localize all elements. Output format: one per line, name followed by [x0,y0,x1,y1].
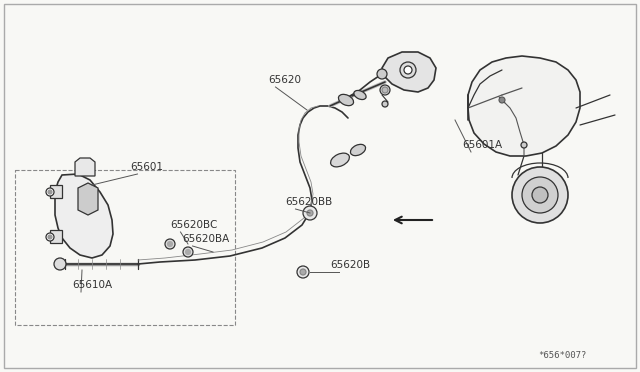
Circle shape [499,97,505,103]
Circle shape [54,258,66,270]
Ellipse shape [339,94,353,106]
Polygon shape [50,185,62,198]
Text: 65620BC: 65620BC [170,220,218,230]
Polygon shape [75,158,95,176]
Text: 65601A: 65601A [462,140,502,150]
Polygon shape [55,174,113,258]
Text: *656*007?: *656*007? [538,351,586,360]
Ellipse shape [331,153,349,167]
Circle shape [521,142,527,148]
Circle shape [400,62,416,78]
Text: 65620: 65620 [268,75,301,85]
Circle shape [404,66,412,74]
Circle shape [307,210,313,216]
Circle shape [186,250,191,254]
Circle shape [512,167,568,223]
Polygon shape [50,230,62,243]
Circle shape [382,87,388,93]
Circle shape [532,187,548,203]
Circle shape [168,241,173,247]
Bar [15,170,235,325]
Circle shape [46,233,54,241]
Circle shape [46,188,54,196]
Circle shape [303,206,317,220]
Polygon shape [468,56,580,156]
Circle shape [377,69,387,79]
Text: 65601: 65601 [130,162,163,172]
Circle shape [183,247,193,257]
Ellipse shape [351,144,365,155]
Circle shape [380,85,390,95]
Circle shape [522,177,558,213]
Ellipse shape [354,90,366,100]
Text: 65610A: 65610A [72,280,112,290]
Text: 65620BA: 65620BA [182,234,229,244]
Text: 65620BB: 65620BB [285,197,332,207]
Circle shape [48,190,52,194]
Circle shape [382,101,388,107]
Polygon shape [382,52,436,92]
Circle shape [297,266,309,278]
Circle shape [48,235,52,239]
Circle shape [165,239,175,249]
Circle shape [300,269,306,275]
Polygon shape [78,183,98,215]
Text: 65620B: 65620B [330,260,370,270]
